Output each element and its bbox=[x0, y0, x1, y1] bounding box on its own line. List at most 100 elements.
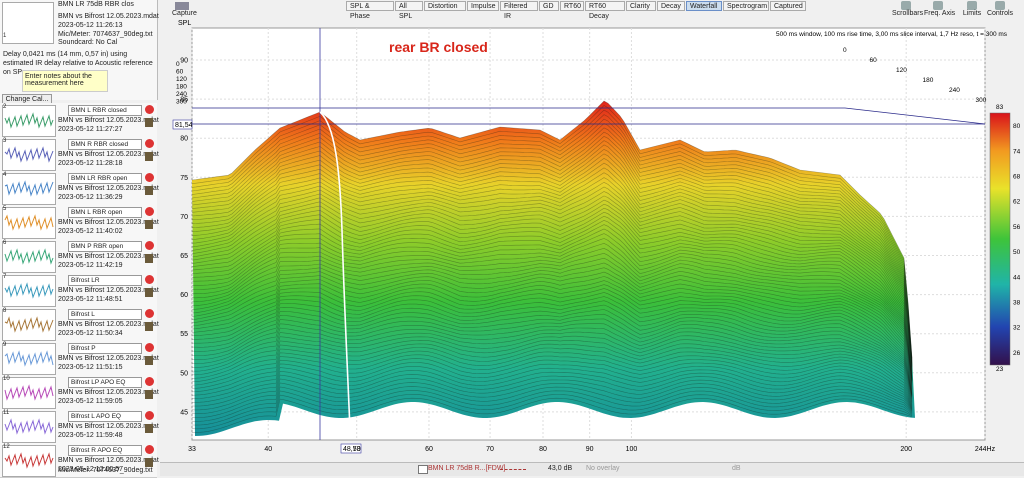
tab[interactable]: GD bbox=[539, 1, 559, 11]
slice-line bbox=[191, 358, 913, 410]
toolbar-button[interactable]: Scrollbars bbox=[892, 0, 923, 17]
notes[interactable]: Enter notes about the measurement here bbox=[22, 70, 108, 92]
edit-icon[interactable] bbox=[145, 322, 153, 331]
edit-icon[interactable] bbox=[145, 288, 153, 297]
colorbar-label: 50 bbox=[1013, 249, 1021, 256]
edit-icon[interactable] bbox=[145, 118, 153, 127]
x-tick-label: 80 bbox=[539, 446, 547, 453]
thumbnail bbox=[2, 207, 56, 239]
delete-button[interactable] bbox=[145, 275, 154, 284]
waterfall-surface bbox=[191, 100, 915, 436]
measurement-row[interactable]: 6 BMN P RBR open BMN vs Bifrost 12.05.2023… bbox=[0, 239, 159, 274]
measurement-row[interactable]: 10 Bifrost LP APO EQ BMN vs Bifrost 12.05.… bbox=[0, 375, 159, 410]
measurement-row[interactable]: 7 Bifrost LR BMN vs Bifrost 12.05.2023.mda… bbox=[0, 273, 159, 308]
slice-line bbox=[191, 262, 913, 390]
y-axis-label: SPL bbox=[178, 20, 191, 27]
slice-line bbox=[191, 211, 913, 380]
colorbar-label: 68 bbox=[1013, 174, 1021, 181]
tab[interactable]: RT60 bbox=[560, 1, 584, 11]
slice-line bbox=[191, 191, 913, 377]
date: 2023-05-12 11:42:19 bbox=[58, 262, 123, 269]
edit-icon[interactable] bbox=[145, 390, 153, 399]
tab[interactable]: Impulse bbox=[467, 1, 499, 11]
measurement-name: Bifrost P bbox=[68, 343, 142, 354]
tab[interactable]: Filtered IR bbox=[500, 1, 538, 20]
delete-button[interactable] bbox=[145, 309, 154, 318]
time-tick-label: 240 bbox=[176, 91, 187, 98]
delete-button[interactable] bbox=[145, 377, 154, 386]
toolbar-button[interactable]: Freq. Axis bbox=[924, 0, 955, 17]
legend-name: BMN LR 75dB R...[FDW] bbox=[428, 465, 506, 472]
measurement-row[interactable]: 2 BMN L RBR closed BMN vs Bifrost 12.05.20… bbox=[0, 103, 159, 138]
x-tick-label: 200 bbox=[900, 446, 912, 453]
delete-button[interactable] bbox=[145, 105, 154, 114]
waterfall-plot: 81,54 48,73 SPL 500 ms window, 100 ms ri… bbox=[172, 20, 1021, 454]
measurement-name: BMN LR RBR open bbox=[68, 173, 142, 184]
delete-button[interactable] bbox=[145, 139, 154, 148]
slice-line bbox=[191, 288, 913, 395]
delete-button[interactable] bbox=[145, 411, 154, 420]
thumb-number: 8 bbox=[3, 308, 7, 314]
icon bbox=[967, 1, 977, 10]
measurement-row[interactable]: 11 Bifrost L APO EQ BMN vs Bifrost 12.05.2… bbox=[0, 409, 159, 444]
measurement-row[interactable]: 3 BMN R RBR closed BMN vs Bifrost 12.05.20… bbox=[0, 137, 159, 172]
slice-line bbox=[191, 118, 913, 362]
edit-icon[interactable] bbox=[145, 186, 153, 195]
slice-line bbox=[191, 203, 913, 379]
slice-line bbox=[191, 177, 913, 373]
edit-icon[interactable] bbox=[145, 356, 153, 365]
tab[interactable]: Decay bbox=[657, 1, 685, 11]
measurement-name: BMN L RBR closed bbox=[68, 105, 142, 116]
tab[interactable]: SPL & Phase bbox=[346, 1, 394, 20]
edit-icon[interactable] bbox=[145, 254, 153, 263]
y-tick-label: 75 bbox=[180, 175, 188, 182]
measurement-row[interactable]: 12 Bifrost R APO EQ BMN vs Bifrost 12.05.2… bbox=[0, 443, 159, 478]
slice-line bbox=[191, 140, 913, 366]
slice-line bbox=[191, 370, 913, 412]
slice-line bbox=[191, 257, 913, 388]
tab[interactable]: All SPL bbox=[395, 1, 423, 20]
tab[interactable]: Distortion bbox=[424, 1, 466, 11]
measurement-row[interactable]: 4 BMN LR RBR open BMN vs Bifrost 12.05.202… bbox=[0, 171, 159, 206]
colorbar-label: 80 bbox=[1013, 123, 1021, 130]
y-tick-label: 80 bbox=[180, 136, 188, 143]
button-label: Controls bbox=[986, 10, 1014, 17]
slice-line bbox=[191, 276, 913, 393]
tab[interactable]: Clarity bbox=[626, 1, 656, 11]
measurement-row[interactable]: 8 Bifrost L BMN vs Bifrost 12.05.2023.mdat… bbox=[0, 307, 159, 342]
legend-checkbox[interactable] bbox=[418, 465, 428, 474]
measurement-name: Bifrost R APO EQ bbox=[68, 445, 142, 456]
tab[interactable]: Captured bbox=[770, 1, 806, 11]
thumbnail bbox=[2, 309, 56, 341]
x-tick-label: 70 bbox=[486, 446, 494, 453]
slice-line bbox=[191, 144, 913, 367]
slice-line bbox=[191, 238, 913, 384]
capture-button[interactable]: Capture bbox=[172, 2, 197, 17]
measurement-name: BMN LR 75dB RBR clos bbox=[58, 1, 134, 8]
surface-fill bbox=[192, 101, 915, 436]
tab[interactable]: Spectrogram bbox=[723, 1, 769, 11]
delete-button[interactable] bbox=[145, 173, 154, 182]
toolbar-button[interactable]: Controls bbox=[986, 0, 1014, 17]
edit-icon[interactable] bbox=[145, 424, 153, 433]
slice-line bbox=[191, 252, 913, 387]
measurement-row[interactable]: 9 Bifrost P BMN vs Bifrost 12.05.2023.mdat… bbox=[0, 341, 159, 376]
y-tick-label: 50 bbox=[180, 370, 188, 377]
delete-button[interactable] bbox=[145, 445, 154, 454]
toolbar-button[interactable]: Limits bbox=[958, 0, 986, 17]
thumbnail bbox=[2, 2, 54, 44]
slice-line bbox=[191, 131, 913, 365]
edit-icon[interactable] bbox=[145, 220, 153, 229]
trace bbox=[4, 248, 54, 265]
edit-icon[interactable] bbox=[145, 152, 153, 161]
delete-button[interactable] bbox=[145, 241, 154, 250]
file: BMN vs Bifrost 12.05.2023.mdat bbox=[58, 355, 159, 362]
date: 2023-05-12 11:36:29 bbox=[58, 194, 123, 201]
delete-button[interactable] bbox=[145, 343, 154, 352]
delete-button[interactable] bbox=[145, 207, 154, 216]
slice-line bbox=[192, 228, 913, 382]
tab[interactable]: RT60 Decay bbox=[585, 1, 625, 20]
tab[interactable]: Waterfall bbox=[686, 1, 722, 11]
measurement-row[interactable]: 5 BMN L RBR open BMN vs Bifrost 12.05.2023… bbox=[0, 205, 159, 240]
edit-icon[interactable] bbox=[145, 458, 153, 467]
